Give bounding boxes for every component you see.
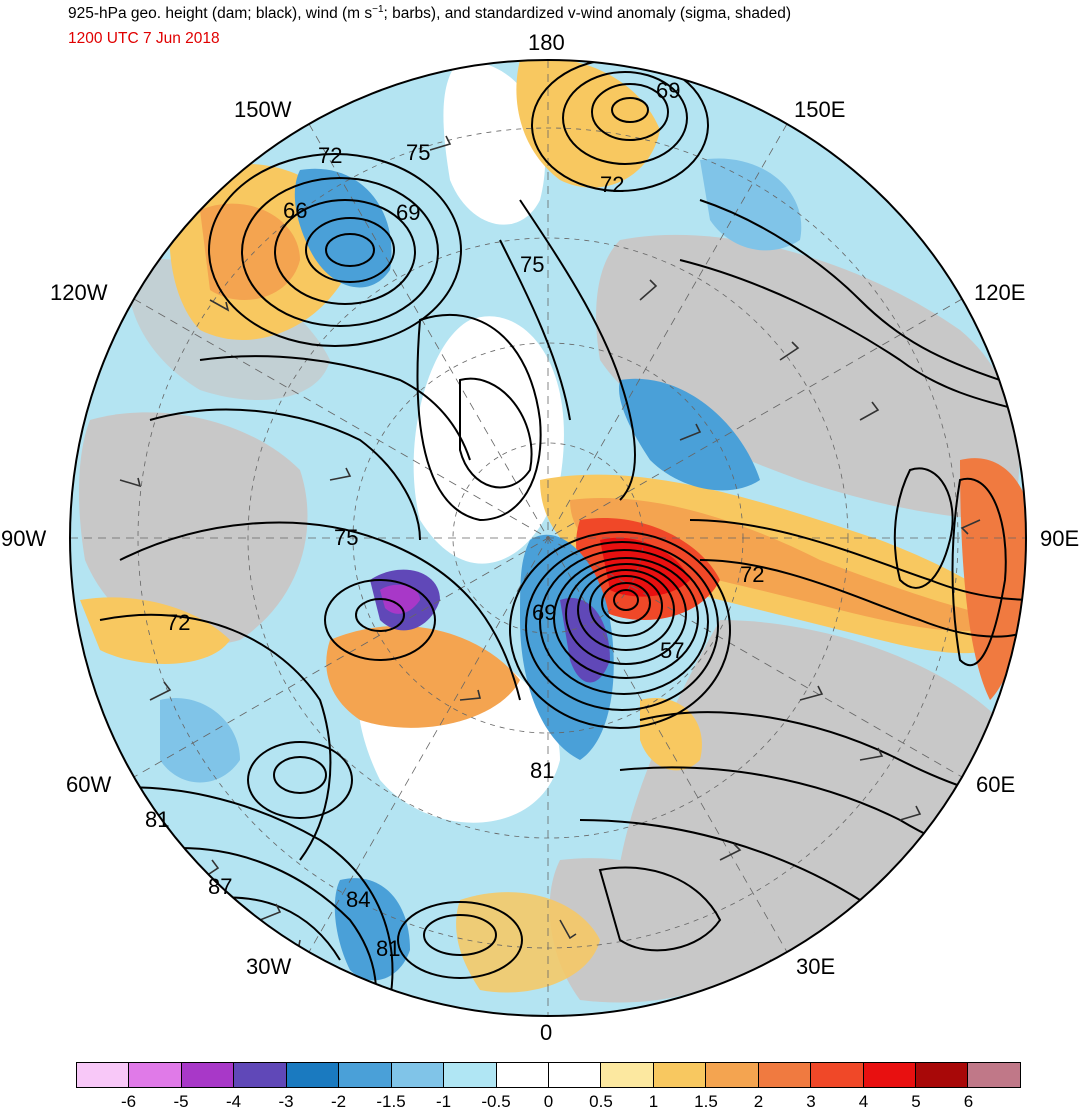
colorbar-swatch <box>77 1063 130 1087</box>
contour-label: 66 <box>283 198 307 223</box>
anomaly-positive <box>570 498 1010 631</box>
anomaly-positive <box>326 625 520 728</box>
colorbar-tick-label: -6 <box>120 1092 137 1111</box>
anomaly-neutral <box>413 316 564 564</box>
colorbar-swatch <box>339 1063 392 1087</box>
anomaly-negative-max <box>380 584 420 614</box>
colorbar-tick-label: -0.5 <box>481 1092 511 1111</box>
colorbar-tick-label: -5 <box>173 1092 189 1111</box>
colorbar-tick-label: -4 <box>225 1092 242 1111</box>
contour-label-layer: 69 72 66 75 69 72 75 75 72 69 72 57 81 8… <box>145 78 764 961</box>
contour-label: 81 <box>145 807 169 832</box>
colorbar-swatch <box>548 1063 602 1087</box>
map-disc <box>70 60 1026 1016</box>
colorbar-swatch <box>181 1063 235 1087</box>
contour-label: 72 <box>600 172 624 197</box>
contour-label: 72 <box>166 610 190 635</box>
colorbar-tick-label: -3 <box>278 1092 294 1111</box>
anomaly-negative <box>619 378 760 491</box>
colorbar-tick-label: 1.5 <box>694 1092 718 1111</box>
anomaly-negative <box>700 158 802 251</box>
colorbar-tick-label: 2 <box>753 1092 764 1111</box>
contour-label: 69 <box>656 78 680 103</box>
anomaly-positive <box>200 203 300 300</box>
contour-label: 87 <box>208 874 232 899</box>
anomaly-negative <box>520 534 614 760</box>
contour-label: 72 <box>740 562 764 587</box>
contour-label: 75 <box>520 252 544 277</box>
colorbar-tick-label: -2 <box>330 1092 347 1111</box>
colorbar-tick-label: 0.5 <box>589 1092 613 1111</box>
colorbar-tick-label: 5 <box>911 1092 921 1111</box>
colorbar-tick-label: -1.5 <box>376 1092 406 1111</box>
colorbar-swatch <box>496 1063 549 1087</box>
colorbar-swatch <box>916 1063 969 1087</box>
colorbar-swatch <box>863 1063 916 1087</box>
colorbar-tick-label: 0 <box>543 1092 554 1111</box>
colorbar-swatch <box>286 1063 340 1087</box>
anomaly-negative-strong <box>560 598 610 683</box>
contour-label: 69 <box>532 600 556 625</box>
map-border <box>69 59 1027 1017</box>
colorbar-tick-label: 4 <box>858 1092 869 1111</box>
lon-label-60w: 60W <box>66 772 112 797</box>
land-neutral <box>549 858 760 1003</box>
colorbar-swatch <box>968 1063 1020 1087</box>
anomaly-negative <box>294 168 392 288</box>
colorbar-swatch <box>234 1063 287 1087</box>
lon-label-150e: 150E <box>794 97 846 122</box>
colorbar-swatch <box>444 1063 497 1087</box>
colorbar-swatch <box>706 1063 759 1087</box>
colorbar-tick-label: 6 <box>963 1092 974 1111</box>
colorbar-tick-label: 1 <box>648 1092 659 1111</box>
lon-label-120w: 120W <box>50 280 108 305</box>
colorbar-tick-label: -1 <box>435 1092 452 1111</box>
lon-label-90e: 90E <box>1040 526 1080 551</box>
colorbar-tick-label: 3 <box>806 1092 816 1111</box>
colorbar-swatch <box>391 1063 445 1087</box>
anomaly-positive <box>516 60 660 188</box>
colorbar-swatch <box>811 1063 864 1087</box>
anomaly-positive <box>80 597 230 664</box>
wind-barbs <box>119 135 981 981</box>
contour-label: 84 <box>346 887 370 912</box>
map-title: 925-hPa geo. height (dam; black), wind (… <box>68 4 792 23</box>
colorbar-swatch <box>758 1063 812 1087</box>
lon-label-0: 0 <box>540 1020 553 1045</box>
lon-label-30w: 30W <box>246 954 292 979</box>
contour-label: 81 <box>530 758 554 783</box>
lon-label-120e: 120E <box>974 280 1026 305</box>
lon-label-180: 180 <box>528 30 565 55</box>
contour-label: 72 <box>318 143 342 168</box>
lon-label-90w: 90W <box>1 526 47 551</box>
colorbar-swatch <box>653 1063 707 1087</box>
lon-label-150w: 150W <box>234 97 292 122</box>
meridians <box>70 60 1026 1016</box>
colorbar-swatch <box>601 1063 654 1087</box>
contour-label: 57 <box>660 638 684 663</box>
lon-label-60e: 60E <box>976 772 1016 797</box>
anomaly-positive <box>456 892 600 993</box>
land-neutral <box>78 412 308 646</box>
map-datetime: 1200 UTC 7 Jun 2018 <box>68 30 220 47</box>
lon-label-30e: 30E <box>796 954 836 979</box>
colorbar-swatch <box>129 1063 182 1087</box>
colorbar <box>76 1062 1021 1088</box>
land-neutral <box>596 234 1020 520</box>
contour-label: 81 <box>376 936 400 961</box>
contour-label: 75 <box>334 525 358 550</box>
contour-label: 69 <box>396 200 420 225</box>
contour-label: 75 <box>406 140 430 165</box>
